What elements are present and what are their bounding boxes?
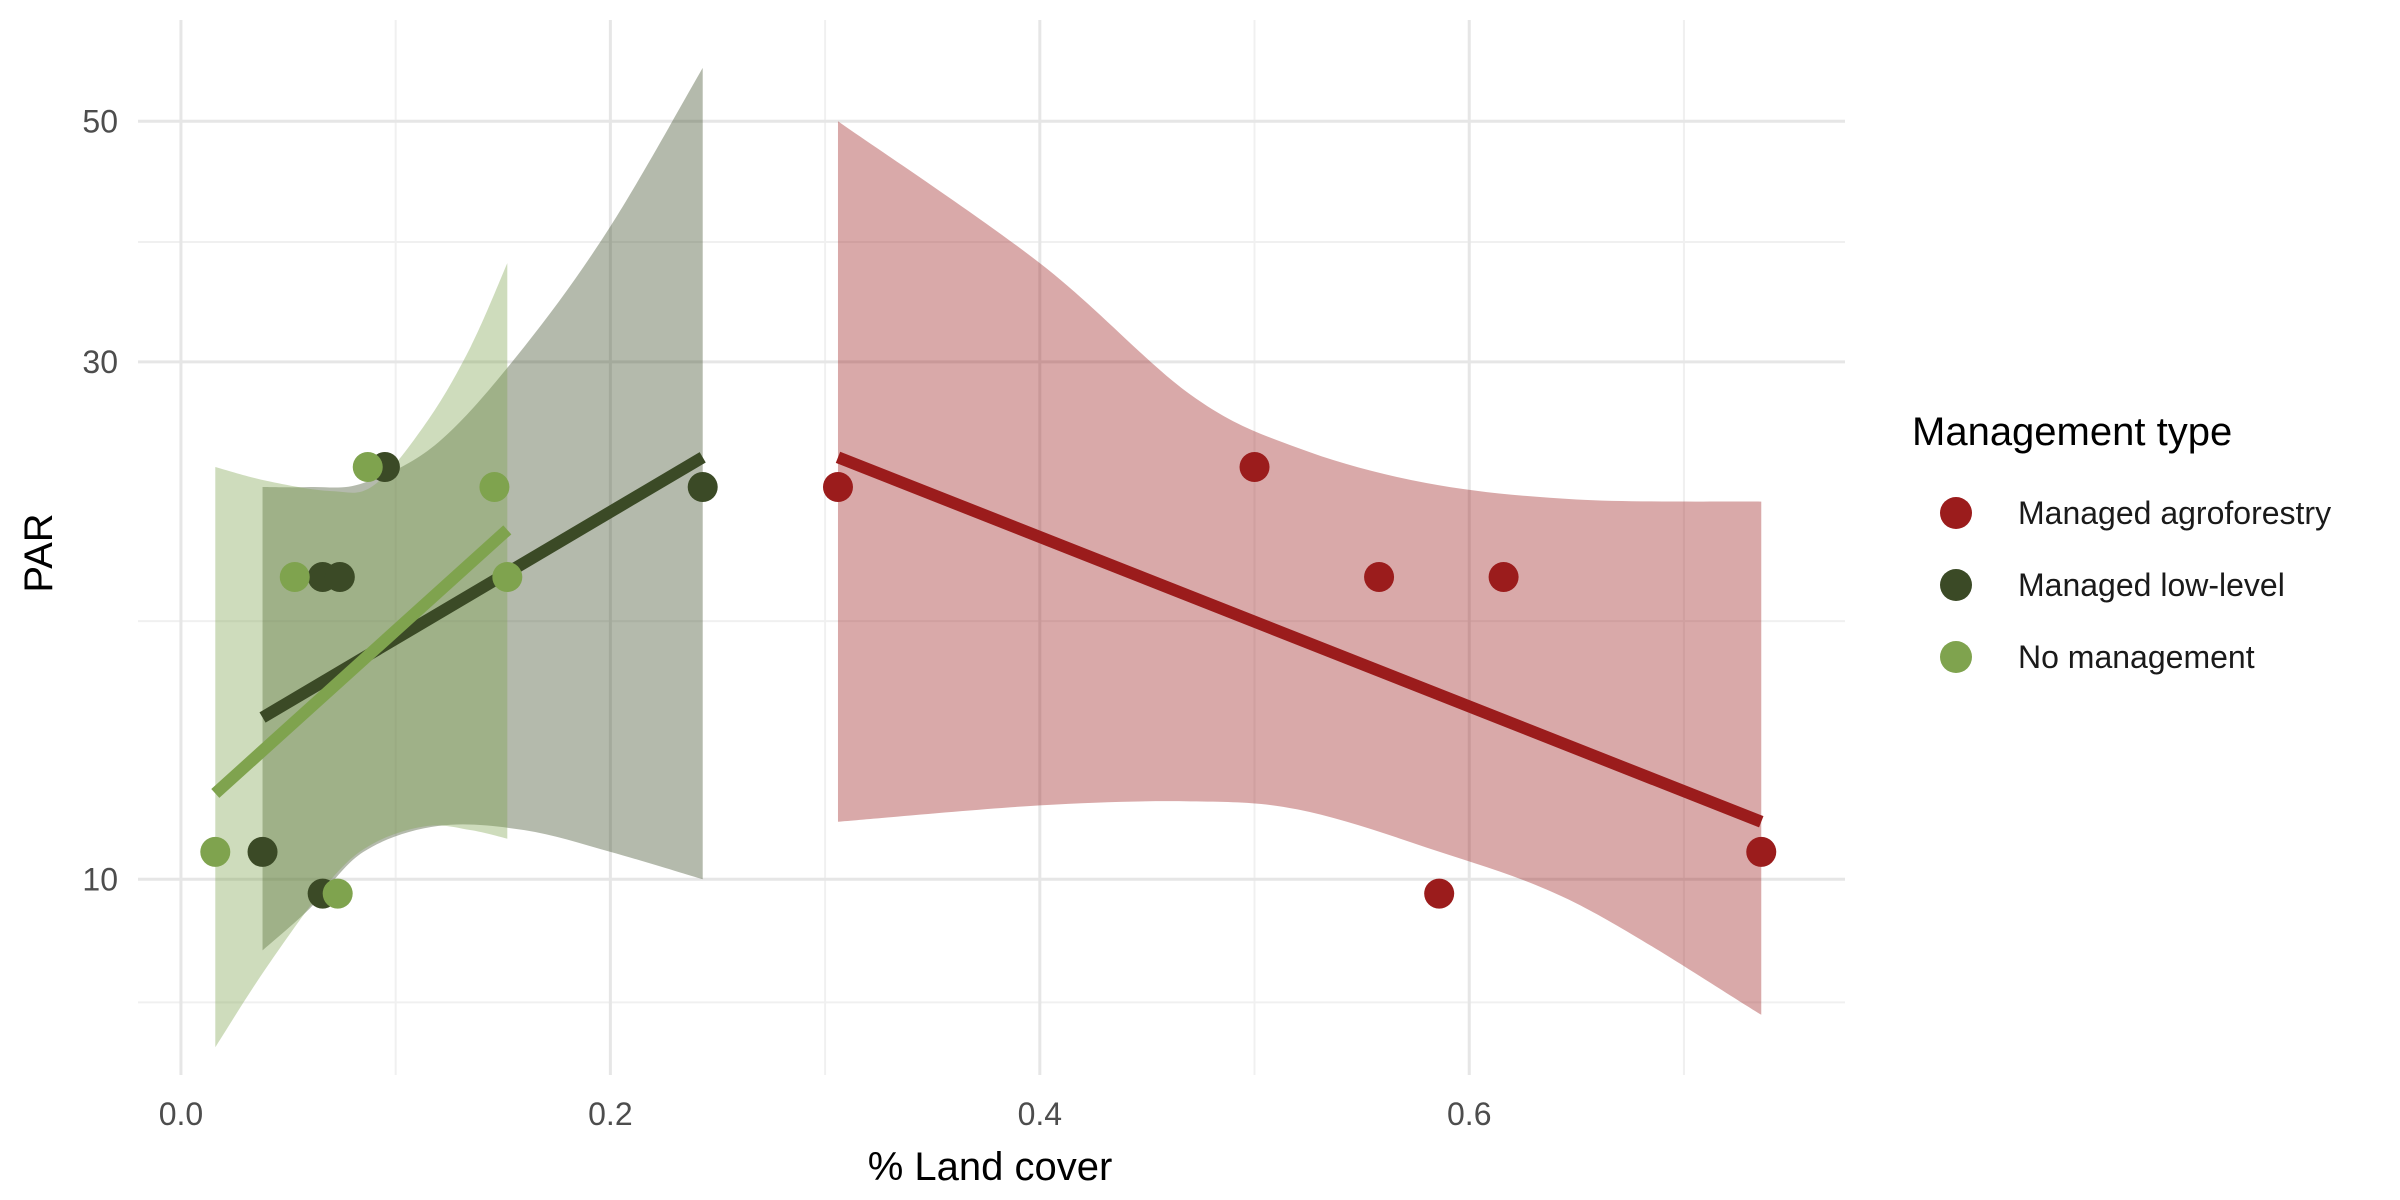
confidence-band-managed-agroforestry	[837, 121, 1762, 1015]
y-tick-label: 30	[82, 344, 118, 380]
x-tick-label: 0.2	[588, 1096, 632, 1132]
data-point-no-management	[200, 836, 231, 867]
confidence-band-managed-low-level	[262, 67, 703, 951]
legend: Management type Managed agroforestryMana…	[1912, 410, 2331, 675]
data-point-managed-low-level	[247, 836, 278, 867]
legend-swatch	[1940, 569, 1972, 601]
y-axis-title: PAR	[17, 513, 61, 592]
x-tick-label: 0.6	[1447, 1096, 1491, 1132]
data-point-managed-low-level	[687, 472, 718, 503]
x-tick-label: 0.0	[159, 1096, 203, 1132]
data-point-managed-agroforestry	[1488, 562, 1519, 593]
legend-swatch	[1940, 641, 1972, 673]
legend-label: No management	[2018, 639, 2255, 675]
legend-entries: Managed agroforestry Managed low-level No …	[1940, 495, 2331, 675]
fit-line-no-management	[211, 525, 512, 798]
legend-entry-managed-low-level: Managed low-level	[1940, 567, 2285, 603]
y-axis-ticks: 10 30 50	[82, 103, 118, 897]
data-point-no-management	[352, 451, 383, 482]
y-tick-label: 10	[82, 861, 118, 897]
legend-label: Managed agroforestry	[2018, 495, 2331, 531]
fit-line-managed-low-level	[259, 452, 706, 723]
legend-swatch	[1940, 497, 1972, 529]
confidence-bands	[215, 67, 1762, 1048]
fit-line-managed-agroforestry	[835, 451, 1764, 828]
data-point-no-management	[322, 878, 353, 909]
x-axis-title: % Land cover	[868, 1145, 1113, 1189]
data-point-managed-agroforestry	[1364, 562, 1395, 593]
data-point-managed-agroforestry	[1746, 836, 1777, 867]
data-point-managed-agroforestry	[822, 472, 853, 503]
data-point-managed-agroforestry	[1239, 451, 1270, 482]
legend-title: Management type	[1912, 410, 2232, 454]
y-tick-label: 50	[82, 103, 118, 139]
x-tick-label: 0.4	[1018, 1096, 1062, 1132]
data-point-no-management	[479, 472, 510, 503]
x-axis-ticks: 0.0 0.2 0.4 0.6	[159, 1096, 1492, 1132]
data-point-managed-low-level	[324, 562, 355, 593]
legend-entry-no-management: No management	[1940, 639, 2255, 675]
fit-lines	[211, 451, 1764, 828]
data-points	[200, 451, 1777, 909]
data-point-no-management	[279, 562, 310, 593]
data-point-no-management	[492, 562, 523, 593]
data-point-managed-agroforestry	[1424, 878, 1455, 909]
legend-label: Managed low-level	[2018, 567, 2285, 603]
legend-entry-managed-agroforestry: Managed agroforestry	[1940, 495, 2331, 531]
